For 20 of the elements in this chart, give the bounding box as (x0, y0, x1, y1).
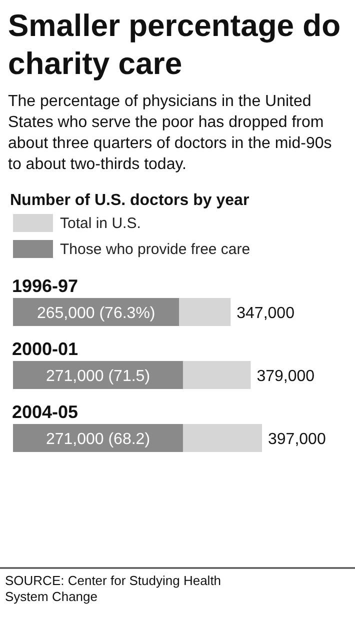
data-label: 271,000 (68.2) (46, 431, 150, 448)
chart-subtitle: The percentage of physicians in the United States who serve the poor has dropped from about three quarters of doctors in the mid-90s to about two-thirds today. (8, 93, 332, 173)
legend-label: Those who provide free care (60, 241, 250, 258)
chart-title: Smaller percentage do charity care (8, 8, 341, 81)
source-note: SOURCE: Center for Studying Health System Change (5, 573, 222, 604)
y-tick-label: 2004-05 (12, 402, 78, 422)
legend-label: Total in U.S. (60, 215, 141, 232)
bar (13, 361, 183, 389)
bar (182, 361, 251, 389)
data-label: 265,000 (76.3%) (36, 305, 156, 322)
y-tick-label: 1996-97 (12, 276, 78, 296)
bar (179, 298, 231, 326)
data-label: 271,000 (71.5) (46, 368, 150, 385)
bar (182, 424, 262, 452)
total-label: 379,000 (256, 368, 315, 385)
legend-title: Number of U.S. doctors by year (10, 192, 250, 209)
total-label: 397,000 (268, 431, 326, 448)
y-tick-label: 2000-01 (12, 339, 78, 359)
bar (13, 424, 183, 452)
total-label: 347,000 (236, 305, 295, 322)
